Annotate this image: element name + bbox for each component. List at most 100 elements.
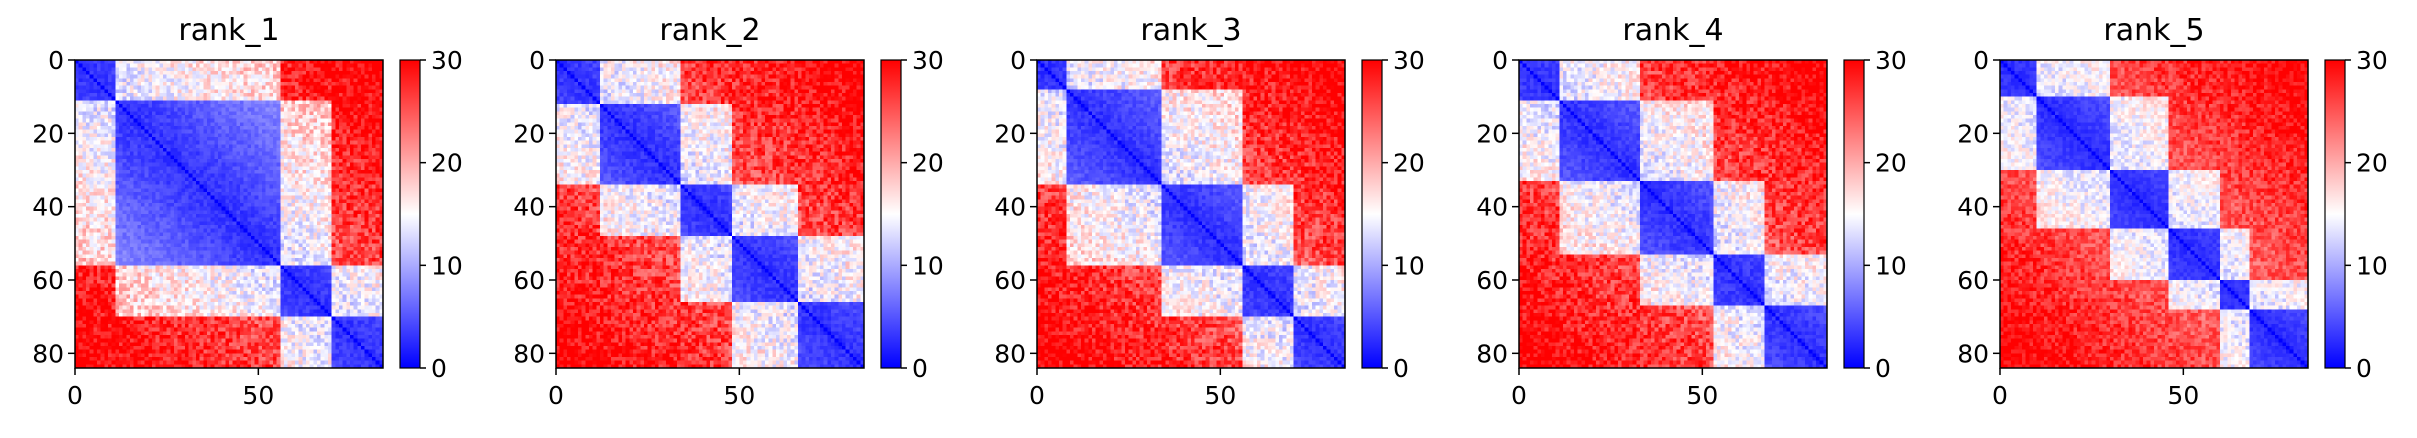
heatmap-cell	[361, 115, 366, 120]
heatmap-cell	[207, 181, 212, 186]
heatmap-cell	[375, 272, 380, 277]
heatmap-cell	[111, 126, 116, 131]
heatmap-cell	[298, 67, 303, 72]
heatmap-cell	[324, 82, 329, 87]
heatmap-cell	[284, 254, 289, 259]
heatmap-cell	[166, 155, 171, 160]
heatmap-cell	[181, 100, 186, 105]
heatmap-cell	[364, 118, 369, 123]
heatmap-cell	[163, 276, 168, 281]
heatmap-cell	[320, 140, 325, 145]
heatmap-cell	[247, 63, 252, 68]
heatmap-cell	[346, 155, 351, 160]
heatmap-cell	[221, 181, 226, 186]
heatmap-cell	[111, 115, 116, 120]
heatmap-cell	[309, 181, 314, 186]
heatmap-cell	[126, 96, 131, 101]
heatmap-cell	[86, 126, 91, 131]
heatmap-cell	[328, 250, 333, 255]
heatmap-cell	[82, 74, 87, 79]
heatmap-cell	[185, 181, 190, 186]
heatmap-cell	[100, 118, 105, 123]
heatmap-cell	[339, 195, 344, 200]
heatmap-cell	[93, 269, 98, 274]
heatmap-cell	[115, 195, 120, 200]
heatmap-cell	[372, 63, 377, 68]
heatmap-cell	[82, 104, 87, 109]
heatmap-cell	[379, 159, 384, 164]
heatmap-cell	[273, 239, 278, 244]
heatmap-cell	[254, 71, 259, 76]
heatmap-cell	[122, 140, 127, 145]
heatmap-cell	[218, 228, 223, 233]
heatmap-cell	[353, 177, 358, 182]
heatmap-cell	[284, 184, 289, 189]
heatmap-cell	[75, 195, 80, 200]
heatmap-cell	[126, 82, 131, 87]
heatmap-cell	[152, 192, 157, 197]
heatmap-cell	[280, 100, 285, 105]
heatmap-cell	[269, 192, 274, 197]
heatmap-cell	[97, 118, 102, 123]
heatmap-cell	[141, 192, 146, 197]
heatmap-cell	[302, 137, 307, 142]
heatmap-cell	[100, 93, 105, 98]
heatmap-cell	[379, 100, 384, 105]
heatmap-cell	[284, 85, 289, 90]
heatmap-cell	[273, 159, 278, 164]
heatmap-cell	[108, 151, 113, 156]
heatmap-cell	[133, 89, 138, 94]
heatmap-cell	[265, 170, 270, 175]
heatmap-cell	[280, 269, 285, 274]
heatmap-cell	[93, 276, 98, 281]
heatmap-cell	[86, 228, 91, 233]
heatmap-cell	[364, 67, 369, 72]
heatmap-cell	[82, 137, 87, 142]
heatmap-cell	[225, 115, 230, 120]
heatmap-cell	[203, 162, 208, 167]
heatmap-cell	[254, 265, 259, 270]
heatmap-cell	[207, 60, 212, 65]
heatmap-cell	[317, 82, 322, 87]
heatmap-cell	[133, 199, 138, 204]
heatmap-cell	[148, 269, 153, 274]
heatmap-cell	[269, 261, 274, 266]
heatmap-cell	[372, 195, 377, 200]
heatmap-cell	[335, 162, 340, 167]
heatmap-cell	[251, 71, 256, 76]
heatmap-cell	[273, 96, 278, 101]
heatmap-cell	[280, 184, 285, 189]
heatmap-cell	[247, 144, 252, 149]
heatmap-cell	[192, 192, 197, 197]
heatmap-cell	[192, 78, 197, 83]
heatmap-cell	[148, 122, 153, 127]
heatmap-cell	[243, 166, 248, 171]
heatmap-cell	[86, 148, 91, 153]
heatmap-cell	[159, 265, 164, 270]
heatmap-cell	[361, 89, 366, 94]
heatmap-cell	[192, 217, 197, 222]
heatmap-cell	[78, 247, 83, 252]
heatmap-cell	[339, 228, 344, 233]
heatmap-cell	[159, 247, 164, 252]
heatmap-cell	[199, 239, 204, 244]
heatmap-cell	[251, 206, 256, 211]
heatmap-cell	[141, 228, 146, 233]
heatmap-cell	[86, 217, 91, 222]
heatmap-cell	[262, 258, 267, 263]
heatmap-cell	[192, 221, 197, 226]
heatmap-cell	[328, 71, 333, 76]
heatmap-cell	[335, 177, 340, 182]
heatmap-cell	[192, 74, 197, 79]
heatmap-cell	[364, 184, 369, 189]
heatmap-cell	[232, 115, 237, 120]
heatmap-cell	[302, 188, 307, 193]
heatmap-cell	[218, 96, 223, 101]
heatmap-cell	[141, 89, 146, 94]
heatmap-cell	[192, 129, 197, 134]
heatmap-cell	[225, 148, 230, 153]
heatmap-cell	[320, 89, 325, 94]
heatmap-cell	[166, 181, 171, 186]
heatmap-cell	[357, 225, 362, 230]
heatmap-cell	[75, 188, 80, 193]
